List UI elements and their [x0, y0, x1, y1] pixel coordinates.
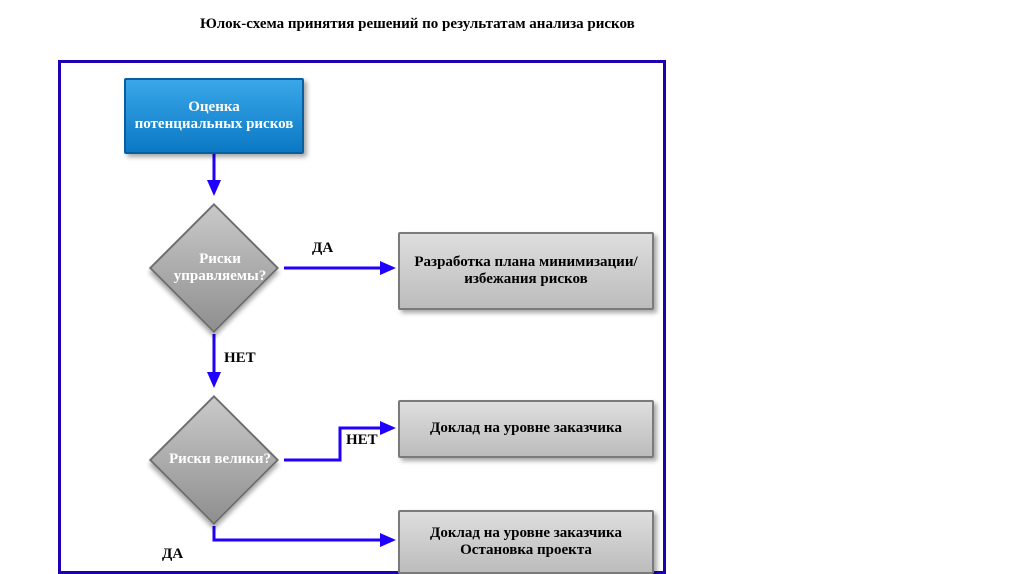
- node-start-label: Оценка потенциальных рисков: [134, 99, 294, 134]
- node-outcome-mitigation-plan: Разработка плана минимизации/избежания р…: [398, 232, 654, 310]
- node-decision-risks-manageable: Риски управляемы?: [149, 203, 279, 333]
- decision-shape: [149, 203, 279, 333]
- node-decision-risks-large: Риски велики?: [149, 395, 279, 525]
- node-start-process: Оценка потенциальных рисков: [124, 78, 304, 154]
- node-outcome-label: Доклад на уровне заказчика: [430, 420, 622, 437]
- node-outcome-report-customer: Доклад на уровне заказчика: [398, 400, 654, 458]
- flowchart-canvas: Юлок-схема принятия решений по результат…: [0, 0, 1024, 574]
- edge-label-no-1: НЕТ: [224, 350, 256, 367]
- edge-label-yes-2: ДА: [162, 546, 183, 563]
- edge-label-no-2: НЕТ: [346, 432, 378, 449]
- edge-label-yes-1: ДА: [312, 240, 333, 257]
- diagram-title: Юлок-схема принятия решений по результат…: [200, 16, 635, 33]
- node-outcome-label: Разработка плана минимизации/избежания р…: [408, 254, 644, 289]
- node-outcome-report-stop-project: Доклад на уровне заказчика Остановка про…: [398, 510, 654, 574]
- decision-shape: [149, 395, 279, 525]
- node-outcome-label: Доклад на уровне заказчика Остановка про…: [408, 525, 644, 560]
